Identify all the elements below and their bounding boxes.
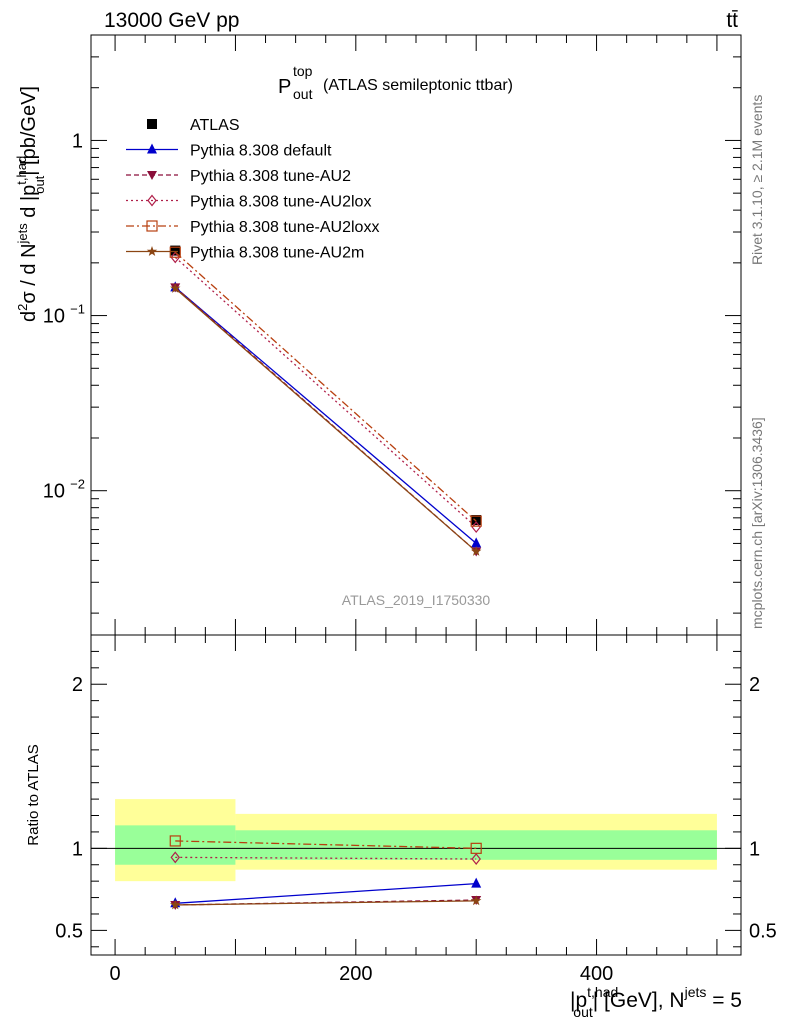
series-line-1 [174, 286, 477, 544]
main-panel: ATLAS Pythia 8.308 default Pythia 8.308 tu… [43, 34, 742, 636]
ratio-line-3 [175, 840, 477, 849]
ratio-ytick-label: 0.5 [55, 920, 83, 942]
legend-label-0: ATLAS [190, 117, 240, 134]
ratio-ticks: 0.5 0.5 1 1 2 2 0 200 400 [55, 635, 777, 985]
ratio-ytick-label-right: 0.5 [749, 920, 777, 942]
uncertainty-band-inner-0 [115, 825, 236, 865]
data-point-4-0 [169, 246, 181, 258]
legend-marker-1 [147, 143, 157, 154]
data-point-0-1 [471, 515, 482, 526]
series-line-4 [174, 251, 477, 522]
ratio-panel: 0.5 0.5 1 1 2 2 0 200 400 [55, 634, 777, 985]
ratio-ytick-label-right: 1 [749, 838, 760, 860]
ratio-xtick-label: 400 [580, 963, 613, 985]
y-axis-label-main: d2σ / d Njets d |pt,hadout| [pb/GeV] [14, 86, 47, 322]
plot-title-rest: (ATLAS semileptonic ttbar) [323, 77, 513, 94]
ratio-ytick-label-right: 2 [749, 674, 760, 696]
series-line-5 [174, 287, 477, 552]
legend-label-4: Pythia 8.308 tune-AU2loxx [190, 219, 379, 236]
ratio-line-2 [175, 856, 477, 860]
plot-title-sup: top [293, 63, 313, 79]
legend-label-3: Pythia 8.308 tune-AU2lox [190, 194, 371, 211]
legend-marker-2 [147, 171, 157, 180]
ratio-point-3-1 [470, 842, 482, 854]
main-ytick-label: 10 −1 [43, 302, 85, 328]
ratio-point-2-0 [170, 851, 181, 864]
plot-title-sub: out [293, 86, 313, 102]
legend-marker-5 [146, 246, 158, 256]
main-ticks: 1 10−1 10−2 [43, 34, 741, 635]
ratio-xtick-label: 200 [339, 963, 372, 985]
header-process: 13000 GeV pp [104, 9, 239, 32]
analysis-watermark: ATLAS_2019_I1750330 [342, 592, 491, 608]
ratio-point-2-1 [471, 853, 481, 865]
ratio-point-4-1 [470, 895, 482, 906]
legend-label-2: Pythia 8.308 tune-AU2 [190, 168, 351, 185]
ratio-point-3-0 [169, 835, 181, 847]
ratio-point-0-1 [471, 877, 482, 888]
data-point-3-0 [170, 251, 181, 264]
main-ytick-label: 10 −2 [43, 477, 85, 503]
ratio-frame [90, 634, 742, 956]
ratio-ytick-label: 2 [72, 674, 83, 696]
data-point-5-1 [470, 545, 482, 556]
data-point-1-1 [471, 537, 482, 548]
y-axis-label-ratio: Ratio to ATLAS [25, 744, 42, 845]
series-line-3 [174, 256, 477, 528]
data-point-3-1 [471, 521, 481, 534]
legend-label-1: Pythia 8.308 default [190, 143, 332, 160]
main-ytick-label: 1 [72, 130, 83, 152]
ratio-xtick-label: 0 [110, 963, 121, 985]
legend-marker-0 [147, 119, 157, 129]
ratio-point-4-0 [170, 899, 181, 910]
rivet-label: Rivet 3.1.10, ≥ 2.1M events [749, 95, 765, 265]
ratio-line-0 [175, 882, 477, 904]
legend-label-5: Pythia 8.308 tune-AU2m [190, 245, 364, 262]
main-frame [90, 34, 742, 636]
legend: ATLAS Pythia 8.308 default Pythia 8.308 tu… [126, 117, 379, 262]
data-point-4-1 [470, 515, 482, 527]
ratio-line-4 [175, 900, 477, 906]
main-series-layer [169, 245, 482, 557]
header-final-state: tt̄ [726, 9, 738, 32]
mcplots-label: mcplots.cern.ch [arXiv:1306.3436] [749, 417, 765, 629]
data-point-5-0 [170, 282, 181, 293]
legend-marker-3 [147, 194, 157, 207]
title-p: P [278, 76, 291, 98]
x-axis-label: |pt,had out| [GeV], Njets = 5 [570, 984, 742, 1020]
legend-marker-4 [146, 220, 158, 232]
uncertainty-band-inner-1 [235, 830, 717, 860]
ratio-ytick-label: 1 [72, 838, 83, 860]
ratio-series-layer [91, 799, 741, 910]
data-point-0-0 [170, 245, 181, 256]
plot-title-main: P [278, 76, 291, 98]
